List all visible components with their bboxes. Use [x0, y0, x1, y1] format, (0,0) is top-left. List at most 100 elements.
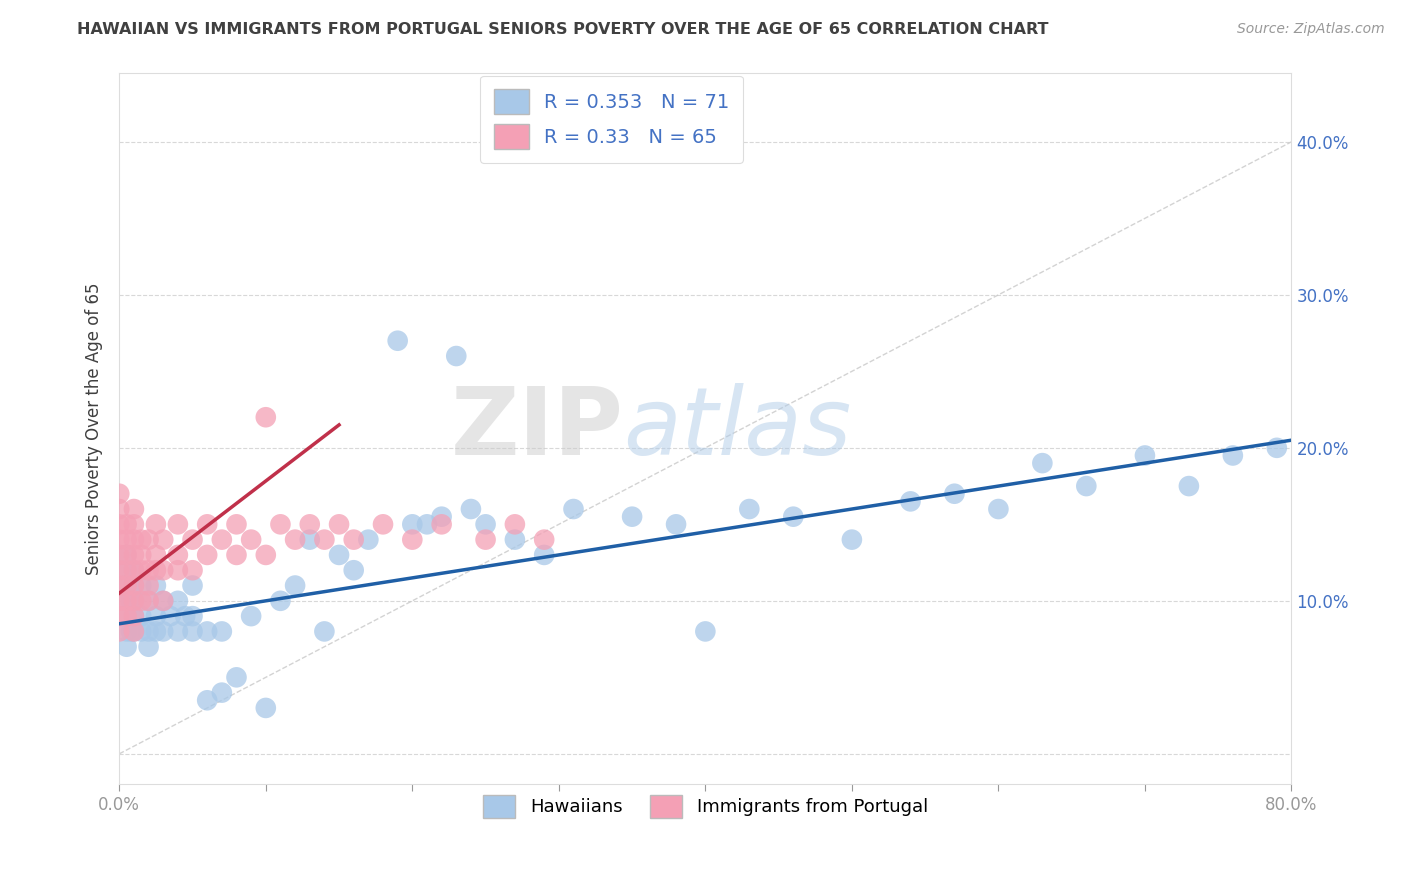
Point: [115, 548, 138, 562]
Point: [115, 517, 138, 532]
Point: [122, 563, 145, 577]
Point: [129, 609, 152, 624]
Legend: Hawaiians, Immigrants from Portugal: Hawaiians, Immigrants from Portugal: [475, 788, 935, 825]
Point: [108, 517, 131, 532]
Point: [211, 685, 233, 699]
Point: [181, 578, 204, 592]
Point: [108, 563, 131, 577]
Point: [562, 502, 585, 516]
Point: [254, 548, 277, 562]
Point: [167, 624, 190, 639]
Point: [108, 533, 131, 547]
Point: [129, 594, 152, 608]
Point: [120, 594, 142, 608]
Point: [181, 563, 204, 577]
Point: [430, 517, 453, 532]
Point: [138, 533, 160, 547]
Point: [503, 533, 526, 547]
Point: [328, 517, 350, 532]
Point: [115, 563, 138, 577]
Point: [159, 609, 181, 624]
Point: [387, 334, 409, 348]
Point: [446, 349, 468, 363]
Point: [152, 563, 174, 577]
Point: [181, 533, 204, 547]
Point: [115, 609, 138, 624]
Point: [357, 533, 380, 547]
Point: [115, 594, 138, 608]
Point: [167, 517, 190, 532]
Point: [314, 624, 336, 639]
Point: [841, 533, 863, 547]
Point: [474, 517, 496, 532]
Point: [371, 517, 394, 532]
Point: [195, 693, 218, 707]
Point: [1076, 479, 1098, 493]
Point: [122, 548, 145, 562]
Point: [145, 563, 167, 577]
Point: [181, 624, 204, 639]
Point: [240, 609, 263, 624]
Point: [138, 640, 160, 654]
Point: [269, 594, 291, 608]
Point: [167, 594, 190, 608]
Point: [401, 533, 423, 547]
Point: [225, 517, 247, 532]
Point: [401, 517, 423, 532]
Point: [240, 533, 263, 547]
Point: [138, 624, 160, 639]
Point: [122, 594, 145, 608]
Point: [115, 640, 138, 654]
Point: [328, 548, 350, 562]
Point: [152, 594, 174, 608]
Point: [211, 533, 233, 547]
Point: [174, 609, 197, 624]
Point: [738, 502, 761, 516]
Point: [115, 609, 138, 624]
Point: [122, 609, 145, 624]
Point: [138, 594, 160, 608]
Point: [122, 624, 145, 639]
Point: [115, 578, 138, 592]
Point: [1031, 456, 1053, 470]
Point: [533, 533, 555, 547]
Point: [343, 563, 366, 577]
Point: [474, 533, 496, 547]
Point: [211, 624, 233, 639]
Point: [122, 502, 145, 516]
Point: [533, 548, 555, 562]
Point: [122, 563, 145, 577]
Point: [900, 494, 922, 508]
Point: [122, 609, 145, 624]
Point: [115, 624, 138, 639]
Point: [621, 509, 644, 524]
Point: [254, 701, 277, 715]
Point: [152, 533, 174, 547]
Point: [129, 578, 152, 592]
Text: HAWAIIAN VS IMMIGRANTS FROM PORTUGAL SENIORS POVERTY OVER THE AGE OF 65 CORRELAT: HAWAIIAN VS IMMIGRANTS FROM PORTUGAL SEN…: [77, 22, 1049, 37]
Point: [108, 609, 131, 624]
Point: [665, 517, 688, 532]
Text: Source: ZipAtlas.com: Source: ZipAtlas.com: [1237, 22, 1385, 37]
Point: [129, 624, 152, 639]
Point: [254, 410, 277, 425]
Point: [108, 502, 131, 516]
Point: [122, 533, 145, 547]
Point: [122, 624, 145, 639]
Point: [695, 624, 717, 639]
Point: [416, 517, 439, 532]
Point: [782, 509, 804, 524]
Point: [115, 548, 138, 562]
Point: [152, 594, 174, 608]
Point: [1222, 449, 1244, 463]
Point: [129, 533, 152, 547]
Point: [225, 670, 247, 684]
Point: [943, 487, 966, 501]
Point: [115, 533, 138, 547]
Point: [108, 548, 131, 562]
Point: [138, 594, 160, 608]
Point: [115, 563, 138, 577]
Point: [145, 578, 167, 592]
Text: ZIP: ZIP: [450, 383, 623, 475]
Point: [108, 487, 131, 501]
